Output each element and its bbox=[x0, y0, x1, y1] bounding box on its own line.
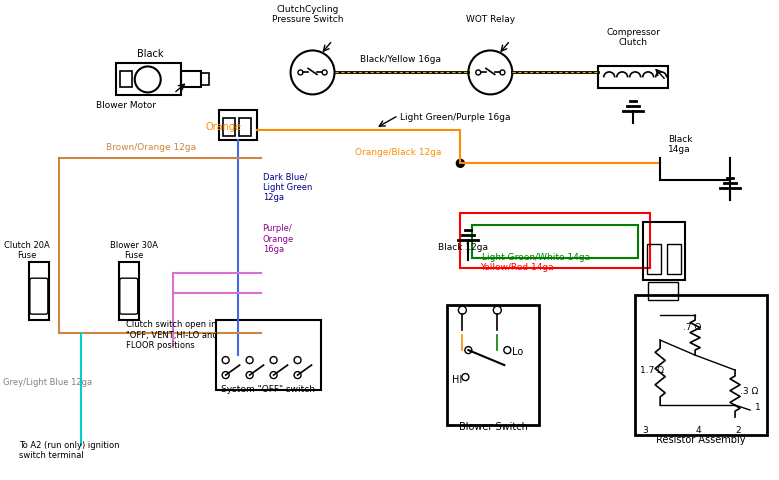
Text: System "OFF" switch: System "OFF" switch bbox=[220, 385, 315, 394]
Text: .3 Ω: .3 Ω bbox=[740, 387, 758, 396]
Text: WOT Relay: WOT Relay bbox=[466, 15, 515, 24]
Text: Compressor
Clutch: Compressor Clutch bbox=[606, 28, 660, 48]
Text: HI: HI bbox=[453, 375, 463, 385]
Text: 3: 3 bbox=[642, 426, 648, 435]
Bar bbox=[181, 72, 201, 87]
Text: Blower Motor: Blower Motor bbox=[96, 101, 156, 110]
Text: Blower Switch: Blower Switch bbox=[459, 422, 527, 432]
Text: Black: Black bbox=[137, 49, 164, 60]
Bar bbox=[223, 119, 234, 136]
Bar bbox=[598, 66, 668, 88]
Text: Light Green/White 14ga: Light Green/White 14ga bbox=[482, 253, 590, 262]
Text: 2: 2 bbox=[735, 426, 741, 435]
Text: .7 Ω: .7 Ω bbox=[683, 323, 701, 332]
Text: Yellow/Red 14ga: Yellow/Red 14ga bbox=[481, 263, 554, 272]
Bar bbox=[238, 119, 251, 136]
Text: Grey/Light Blue 12ga: Grey/Light Blue 12ga bbox=[3, 378, 92, 387]
Bar bbox=[667, 244, 681, 274]
Text: 1.7 Ω: 1.7 Ω bbox=[640, 366, 664, 375]
Bar bbox=[648, 282, 678, 300]
Bar bbox=[29, 262, 49, 320]
Text: Purple/
Orange
16ga: Purple/ Orange 16ga bbox=[263, 225, 294, 254]
Text: Orange/Black 12ga: Orange/Black 12ga bbox=[355, 148, 442, 157]
Text: Orange: Orange bbox=[206, 122, 241, 132]
Bar bbox=[447, 305, 539, 425]
Bar bbox=[472, 225, 638, 258]
Text: 1: 1 bbox=[755, 403, 761, 412]
Bar bbox=[116, 63, 181, 96]
Text: Black 12ga: Black 12ga bbox=[439, 243, 488, 252]
Text: Black
14ga: Black 14ga bbox=[668, 135, 693, 155]
Text: To A2 (run only) ignition
switch terminal: To A2 (run only) ignition switch termina… bbox=[19, 441, 119, 460]
Bar bbox=[118, 262, 139, 320]
Bar bbox=[460, 213, 650, 268]
Bar bbox=[643, 222, 685, 280]
Text: Resistor Assembly: Resistor Assembly bbox=[657, 435, 746, 445]
Bar bbox=[219, 110, 256, 140]
Text: Clutch switch open in
"OFF, VENT,HI-LO and
FLOOR positions: Clutch switch open in "OFF, VENT,HI-LO a… bbox=[125, 320, 217, 350]
Text: 4: 4 bbox=[695, 426, 701, 435]
Text: ClutchCycling
Pressure Switch: ClutchCycling Pressure Switch bbox=[272, 5, 344, 24]
Bar bbox=[120, 72, 132, 87]
Text: Brown/Orange 12ga: Brown/Orange 12ga bbox=[106, 144, 196, 152]
Text: Dark Blue/
Light Green
12ga: Dark Blue/ Light Green 12ga bbox=[263, 172, 312, 202]
Bar bbox=[216, 320, 320, 390]
Text: Lo: Lo bbox=[513, 347, 523, 357]
Bar bbox=[635, 295, 767, 435]
Text: Blower 30A
Fuse: Blower 30A Fuse bbox=[110, 241, 158, 260]
Bar bbox=[201, 73, 209, 85]
Text: Black/Yellow 16ga: Black/Yellow 16ga bbox=[360, 55, 441, 64]
Text: Light Green/Purple 16ga: Light Green/Purple 16ga bbox=[400, 113, 511, 122]
Text: Clutch 20A
Fuse: Clutch 20A Fuse bbox=[4, 241, 50, 260]
Circle shape bbox=[456, 159, 464, 168]
Bar bbox=[647, 244, 661, 274]
